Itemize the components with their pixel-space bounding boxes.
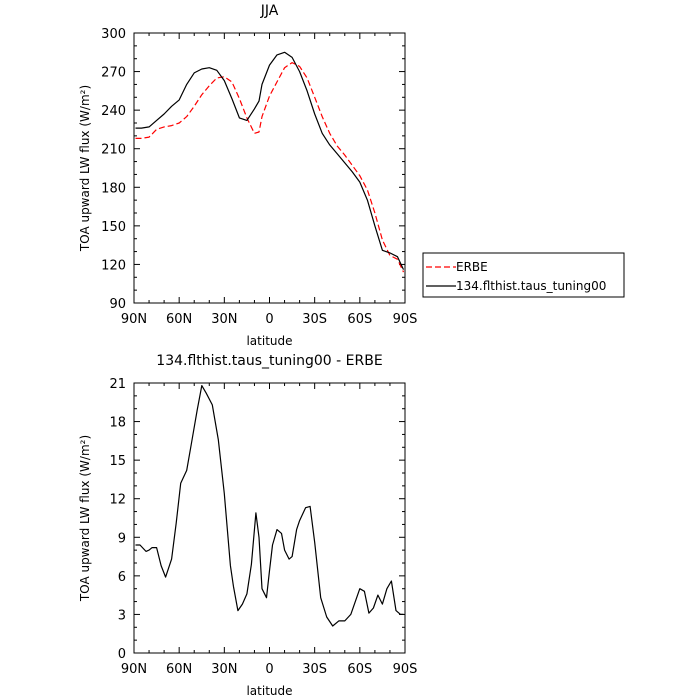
chart-top-xtick-label: 90N bbox=[121, 312, 147, 327]
chart-top-ytick-label: 210 bbox=[101, 143, 126, 158]
chart-top-ytick-label: 180 bbox=[101, 181, 126, 196]
chart-top-ytick-label: 120 bbox=[101, 258, 126, 273]
chart-bottom-xtick-label: 90S bbox=[393, 662, 418, 677]
chart-bottom-xtick-label: 60N bbox=[166, 662, 192, 677]
chart-bottom-ytick-label: 6 bbox=[118, 570, 126, 585]
chart-top-ylabel: TOA upward LW flux (W/m²) bbox=[78, 85, 92, 252]
chart-bottom-ytick-label: 15 bbox=[109, 454, 126, 469]
chart-top-xtick-label: 30N bbox=[211, 312, 237, 327]
chart-bottom-series-line-0 bbox=[135, 385, 404, 627]
chart-bottom-ytick-label: 21 bbox=[109, 377, 126, 392]
chart-top-ytick-label: 270 bbox=[101, 66, 126, 81]
chart-bottom-ytick-label: 3 bbox=[118, 608, 126, 623]
chart-top-ytick-label: 240 bbox=[101, 104, 126, 119]
chart-top-xtick-label: 0 bbox=[265, 312, 273, 327]
chart-bottom-xtick-label: 90N bbox=[121, 662, 147, 677]
legend: ERBE 134.flthist.taus_tuning00 bbox=[422, 252, 625, 298]
chart-top: JJA latitude TOA upward LW flux (W/m²) 9… bbox=[78, 3, 417, 348]
chart-bottom-plot-frame bbox=[133, 382, 406, 654]
chart-top-ytick-label: 300 bbox=[101, 27, 126, 42]
chart-bottom-ytick-label: 9 bbox=[118, 531, 126, 546]
chart-top-ytick-label: 90 bbox=[109, 297, 126, 312]
chart-bottom-xtick-label: 30N bbox=[211, 662, 237, 677]
chart-bottom-ytick-label: 0 bbox=[118, 647, 126, 662]
chart-bottom-ylabel: TOA upward LW flux (W/m²) bbox=[78, 435, 92, 602]
chart-bottom: 134.flthist.taus_tuning00 - ERBE latitud… bbox=[78, 353, 417, 698]
chart-top-series-line-0 bbox=[135, 61, 405, 273]
legend-frame bbox=[422, 252, 625, 298]
chart-bottom-xtick-label: 60S bbox=[347, 662, 372, 677]
chart-top-xtick-label: 30S bbox=[302, 312, 327, 327]
chart-top-ytick-label: 150 bbox=[101, 220, 126, 235]
chart-bottom-xlabel: latitude bbox=[246, 684, 292, 698]
chart-bottom-title: 134.flthist.taus_tuning00 - ERBE bbox=[156, 353, 382, 369]
chart-bottom-ytick-label: 18 bbox=[109, 416, 126, 431]
chart-top-title: JJA bbox=[260, 3, 279, 19]
chart-top-plot-frame bbox=[133, 32, 406, 304]
chart-top-series-line-1 bbox=[135, 51, 405, 270]
chart-top-xtick-label: 60S bbox=[347, 312, 372, 327]
legend-label-model: 134.flthist.taus_tuning00 bbox=[456, 279, 606, 293]
chart-top-xtick-label: 60N bbox=[166, 312, 192, 327]
chart-top-xlabel: latitude bbox=[246, 334, 292, 348]
chart-top-xtick-label: 90S bbox=[393, 312, 418, 327]
chart-bottom-xtick-label: 0 bbox=[265, 662, 273, 677]
chart-bottom-xtick-label: 30S bbox=[302, 662, 327, 677]
legend-label-erbe: ERBE bbox=[456, 260, 488, 274]
chart-bottom-ytick-label: 12 bbox=[109, 493, 126, 508]
